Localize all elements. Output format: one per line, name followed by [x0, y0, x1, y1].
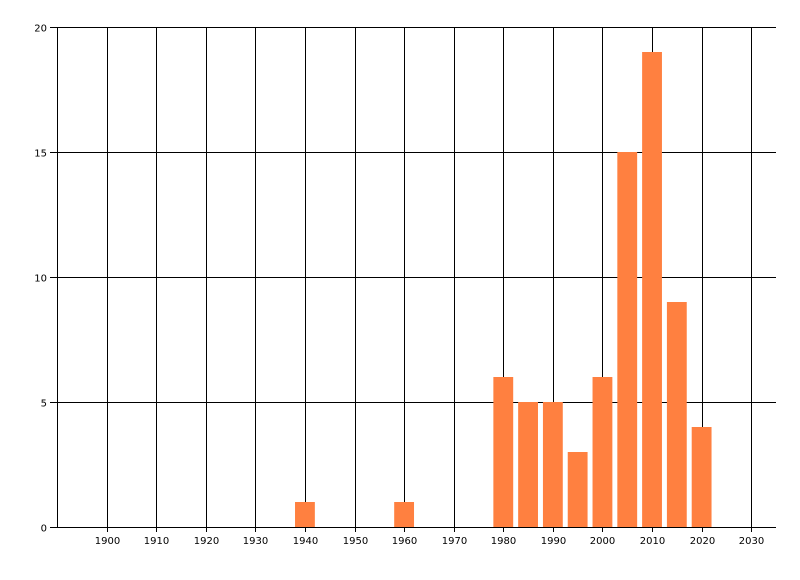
y-tick-label: 15 [34, 149, 47, 160]
x-tick-label: 1980 [491, 536, 516, 547]
x-tick-label: 1900 [95, 536, 120, 547]
x-tick-label: 2030 [739, 536, 764, 547]
bar-1960 [394, 502, 415, 527]
bar-1940 [295, 502, 315, 527]
axes: 1900 1910 1920 1930 1940 1950 1960 1970 1980 1990… [34, 24, 764, 548]
x-tick-label: 1960 [392, 536, 417, 547]
bar-2020 [691, 427, 712, 527]
x-tick-label: 1950 [343, 536, 368, 547]
bar-1980 [493, 377, 514, 527]
x-tick-label: 1940 [293, 536, 318, 547]
x-tick-label: 1990 [541, 536, 566, 547]
x-tick-label: 2020 [690, 536, 715, 547]
y-tick-label: 0 [41, 524, 47, 535]
bar-2010 [642, 52, 662, 527]
bar-2005 [617, 152, 638, 527]
x-tick-label: 1970 [442, 536, 467, 547]
bar-1985 [518, 402, 538, 527]
bar-1990 [542, 402, 563, 527]
bar-2015 [666, 302, 687, 527]
x-tick-label: 1910 [144, 536, 169, 547]
bar-2000 [592, 377, 613, 527]
bar-1995 [567, 452, 588, 527]
x-tick-label: 2010 [640, 536, 665, 547]
x-tick-label: 2000 [590, 536, 615, 547]
bars [295, 52, 712, 527]
x-tick-label: 1920 [194, 536, 219, 547]
y-tick-label: 20 [34, 24, 47, 35]
y-tick-label: 10 [34, 274, 47, 285]
y-tick-label: 5 [41, 399, 47, 410]
x-tick-label: 1930 [243, 536, 268, 547]
